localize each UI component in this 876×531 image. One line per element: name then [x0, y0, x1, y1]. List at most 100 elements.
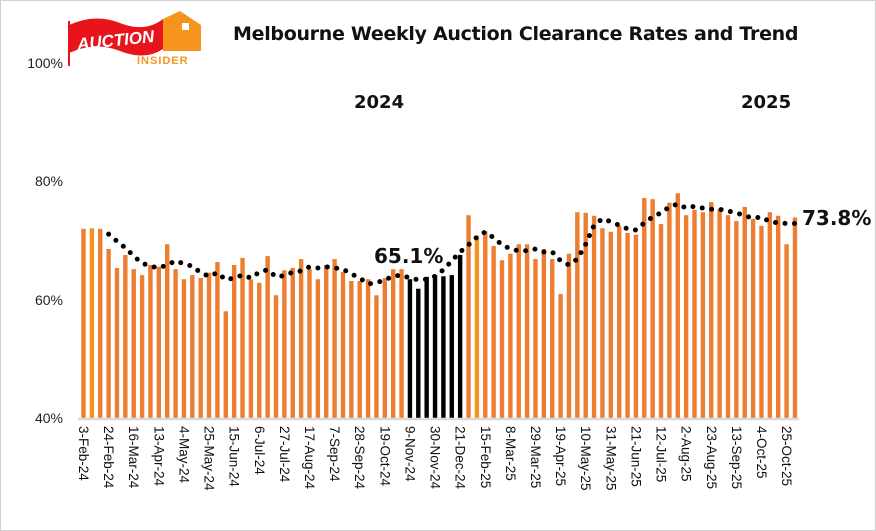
bar	[156, 266, 162, 418]
bar	[424, 276, 429, 418]
x-tick-label: 19-Oct-24	[377, 426, 393, 487]
bar	[181, 279, 187, 418]
annotation-low: 65.1%	[374, 244, 444, 268]
bar	[315, 279, 321, 418]
bar	[499, 260, 505, 418]
y-tick-label: 40%	[34, 410, 63, 426]
bar	[407, 279, 413, 418]
bar	[667, 202, 672, 418]
x-tick-label: 21-Dec-24	[452, 426, 468, 490]
x-tick-label: 10-May-25	[578, 426, 594, 491]
bar	[114, 267, 120, 418]
bar	[148, 265, 153, 418]
bar	[767, 212, 773, 418]
bar	[725, 215, 731, 418]
bar	[273, 295, 279, 418]
bar	[683, 215, 689, 418]
bar	[307, 269, 312, 418]
bar	[533, 259, 538, 418]
x-tick-label: 23-Aug-25	[703, 426, 719, 490]
x-tick-label: 16-Mar-24	[126, 426, 142, 489]
bar	[223, 311, 228, 418]
bar	[198, 278, 203, 418]
bar	[508, 253, 513, 418]
bar	[282, 270, 287, 418]
bar	[89, 228, 95, 418]
annotation-latest: 73.8%	[802, 206, 872, 230]
bar	[750, 218, 756, 418]
bar	[432, 275, 438, 418]
x-tick-label: 30-Nov-24	[427, 426, 443, 490]
bar	[81, 228, 86, 418]
x-tick-label: 25-Oct-25	[779, 426, 795, 487]
bar	[466, 215, 471, 418]
year-label-2024: 2024	[354, 92, 405, 113]
bar	[491, 246, 496, 418]
bar	[98, 228, 103, 418]
bar	[709, 202, 714, 418]
bar	[441, 276, 446, 418]
bar	[524, 244, 530, 418]
chart-title: Melbourne Weekly Auction Clearance Rates…	[233, 23, 799, 45]
bar	[516, 244, 521, 418]
bar	[298, 259, 304, 418]
bar	[231, 265, 237, 418]
bar	[776, 215, 781, 418]
bar	[700, 212, 706, 418]
bar	[215, 262, 220, 418]
y-tick-label: 100%	[27, 55, 63, 71]
bar	[457, 254, 463, 418]
auction-insider-logo: AUCTION INSIDER	[68, 11, 201, 66]
x-tick-label: 17-Aug-24	[301, 426, 317, 490]
bar	[190, 275, 195, 418]
y-tick-label: 80%	[34, 173, 63, 189]
bar	[390, 269, 396, 418]
x-tick-label: 27-Jul-24	[276, 426, 292, 483]
y-tick-label: 60%	[34, 292, 63, 308]
bar	[139, 275, 145, 418]
x-tick-label: 12-Jul-25	[653, 426, 669, 483]
bar	[240, 257, 245, 418]
bar	[474, 235, 480, 418]
x-tick-label: 24-Feb-24	[101, 426, 117, 489]
svg-text:INSIDER: INSIDER	[137, 55, 189, 66]
x-tick-label: 3-Feb-24	[76, 426, 91, 481]
x-tick-label: 9-Nov-24	[402, 426, 418, 482]
bar	[399, 269, 404, 418]
bar	[642, 197, 647, 418]
trend-line	[106, 201, 798, 287]
x-tick-label: 13-Apr-24	[151, 426, 167, 487]
bar	[625, 232, 630, 418]
x-tick-label: 2-Aug-25	[678, 426, 694, 482]
x-tick-label: 4-Oct-25	[753, 426, 769, 479]
bar	[692, 209, 697, 418]
bar	[290, 267, 295, 418]
bar	[600, 228, 605, 418]
bar	[558, 294, 563, 418]
bar	[173, 269, 178, 418]
bar	[123, 254, 128, 418]
bar	[416, 288, 421, 418]
bar	[483, 231, 488, 418]
bar	[742, 206, 747, 418]
bar	[265, 256, 270, 418]
bar	[257, 282, 262, 418]
bar	[349, 281, 354, 418]
bar	[357, 281, 362, 418]
bar	[675, 193, 680, 418]
bar	[650, 199, 655, 418]
bar	[541, 248, 547, 418]
bar	[608, 231, 614, 418]
x-tick-label: 21-Jun-25	[628, 426, 644, 487]
bar	[575, 212, 580, 418]
year-label-2025: 2025	[741, 92, 792, 113]
bar	[583, 212, 588, 418]
x-tick-label: 4-May-24	[176, 426, 192, 484]
bar	[382, 278, 388, 418]
x-tick-label: 6-Jul-24	[251, 426, 267, 475]
bar	[633, 234, 639, 418]
x-tick-label: 15-Feb-25	[477, 426, 493, 489]
bar	[591, 215, 597, 418]
